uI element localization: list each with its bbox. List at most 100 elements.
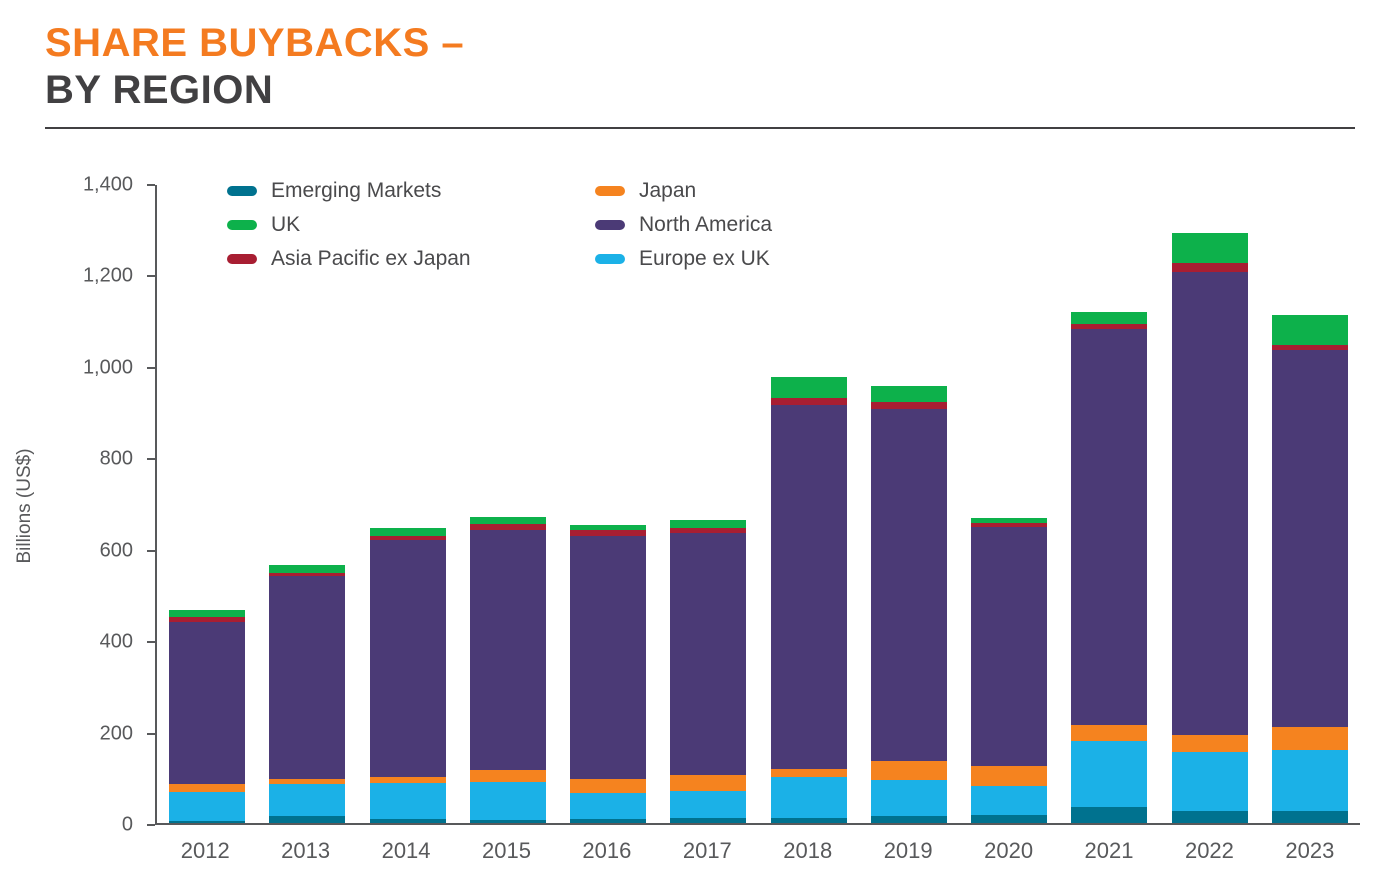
bar-segment-japan-2016 — [570, 779, 647, 793]
bar-segment-north-america-2017 — [670, 532, 747, 776]
bar-segment-japan-2022 — [1171, 734, 1248, 753]
bar-segment-europe-ex-uk-2016 — [570, 792, 647, 820]
bar-segment-uk-2013 — [269, 564, 346, 573]
bar-segment-europe-ex-uk-2023 — [1271, 749, 1348, 811]
legend-item-europe-ex-uk: Europe ex UK — [595, 247, 772, 270]
y-tick-label-400: 400 — [99, 630, 133, 653]
bars-container — [157, 185, 1360, 823]
bar-2014 — [369, 528, 446, 823]
bar-segment-north-america-2023 — [1271, 349, 1348, 728]
bar-segment-uk-2022 — [1171, 233, 1248, 264]
y-tick-label-600: 600 — [99, 539, 133, 562]
x-tick-label-2013: 2013 — [281, 838, 331, 863]
x-tick-label-2020: 2020 — [984, 838, 1034, 863]
bar-segment-asia-pacific-ex-japan-2014 — [369, 535, 446, 540]
bar-slot-2015 — [458, 185, 558, 823]
legend-label-uk: UK — [271, 213, 301, 237]
bar-segment-asia-pacific-ex-japan-2019 — [870, 402, 947, 410]
bar-segment-europe-ex-uk-2021 — [1071, 740, 1148, 807]
legend-marker-europe-ex-uk — [595, 253, 625, 264]
bar-segment-europe-ex-uk-2018 — [770, 777, 847, 818]
bar-segment-north-america-2014 — [369, 539, 446, 778]
bar-segment-north-america-2022 — [1171, 272, 1248, 735]
bar-segment-japan-2018 — [770, 769, 847, 778]
legend-marker-japan — [595, 185, 625, 196]
page-subtitle: BY REGION — [45, 67, 274, 112]
legend-item-north-america: North America — [595, 213, 772, 236]
page-title: SHARE BUYBACKS – — [45, 21, 465, 65]
y-tick-label-1-400: 1,400 — [82, 173, 133, 196]
bar-segment-north-america-2018 — [770, 404, 847, 770]
bar-slot-2018 — [759, 185, 859, 823]
bar-segment-uk-2020 — [971, 517, 1048, 524]
bar-segment-asia-pacific-ex-japan-2023 — [1271, 345, 1348, 350]
bar-2012 — [169, 610, 246, 823]
bar-segment-asia-pacific-ex-japan-2013 — [269, 572, 346, 577]
legend-label-japan: Japan — [639, 179, 697, 202]
bar-segment-japan-2023 — [1271, 727, 1348, 750]
bar-2020 — [971, 517, 1048, 823]
bar-segment-europe-ex-uk-2013 — [269, 784, 346, 817]
bar-segment-uk-2016 — [570, 524, 647, 531]
bar-segment-emerging-markets-2020 — [971, 815, 1048, 823]
legend-item-japan: Japan — [595, 179, 772, 202]
bar-slot-2023 — [1260, 185, 1360, 823]
bar-slot-2013 — [257, 185, 357, 823]
y-tick-mark — [147, 366, 155, 369]
legend-item-asia-pacific-ex-japan: Asia Pacific ex Japan — [227, 247, 595, 270]
bar-segment-uk-2014 — [369, 528, 446, 536]
x-tick-label-2023: 2023 — [1285, 838, 1335, 863]
x-tick-label-2015: 2015 — [482, 838, 531, 863]
bar-segment-asia-pacific-ex-japan-2021 — [1071, 323, 1148, 330]
bar-segment-japan-2021 — [1071, 724, 1148, 741]
y-tick-label-200: 200 — [99, 722, 133, 745]
bar-2022 — [1171, 233, 1248, 823]
legend-label-north-america: North America — [639, 213, 773, 237]
x-axis-labels: 2012 2013 2014 2015 2016 2017 2018 2019 2020 2021… — [155, 838, 1360, 864]
bar-segment-asia-pacific-ex-japan-2016 — [570, 530, 647, 536]
bar-segment-uk-2023 — [1271, 314, 1348, 346]
bar-segment-japan-2015 — [469, 769, 546, 783]
plot-area: Emerging Markets UK Asia Pacific ex Japan J… — [155, 179, 1360, 825]
bar-slot-2016 — [558, 185, 658, 823]
bar-segment-emerging-markets-2018 — [770, 817, 847, 823]
header-divider — [45, 127, 1355, 129]
bar-segment-emerging-markets-2016 — [570, 819, 647, 823]
bar-slot-2021 — [1059, 185, 1159, 823]
x-tick-label-2012: 2012 — [180, 838, 230, 863]
bar-segment-north-america-2020 — [971, 526, 1048, 766]
bar-segment-japan-2020 — [971, 765, 1048, 787]
bar-segment-emerging-markets-2023 — [1271, 810, 1348, 823]
bar-segment-asia-pacific-ex-japan-2022 — [1171, 263, 1248, 273]
bar-segment-japan-2012 — [169, 784, 246, 793]
bar-2016 — [570, 524, 647, 823]
bar-segment-emerging-markets-2013 — [269, 816, 346, 823]
bar-segment-north-america-2015 — [469, 530, 546, 770]
bar-segment-asia-pacific-ex-japan-2015 — [469, 523, 546, 531]
x-tick-label-2014: 2014 — [381, 838, 431, 863]
bar-segment-europe-ex-uk-2012 — [169, 792, 246, 821]
bar-segment-asia-pacific-ex-japan-2017 — [670, 528, 747, 533]
bar-segment-asia-pacific-ex-japan-2020 — [971, 523, 1048, 527]
bar-segment-europe-ex-uk-2015 — [469, 782, 546, 821]
bar-slot-2017 — [658, 185, 758, 823]
y-tick-label-800: 800 — [99, 447, 133, 470]
bar-segment-asia-pacific-ex-japan-2012 — [169, 617, 246, 622]
legend-marker-north-america — [595, 219, 625, 230]
bar-segment-uk-2019 — [870, 386, 947, 403]
legend-marker-asia-pacific-ex-japan — [227, 253, 257, 264]
y-tick-mark — [147, 458, 155, 461]
bar-segment-north-america-2012 — [169, 621, 246, 785]
bar-segment-uk-2018 — [770, 377, 847, 398]
x-tick-label-2019: 2019 — [883, 838, 933, 863]
bar-segment-japan-2017 — [670, 775, 747, 792]
bar-2015 — [469, 516, 546, 823]
y-axis-ticks: 0 200 400 600 800 1,000 1,200 1,400 — [0, 174, 155, 836]
y-tick-mark — [147, 732, 155, 735]
x-tick-label-2016: 2016 — [582, 838, 632, 863]
bar-segment-uk-2021 — [1071, 312, 1148, 324]
legend-label-europe-ex-uk: Europe ex UK — [639, 247, 770, 271]
bar-2023 — [1271, 314, 1348, 823]
bar-segment-europe-ex-uk-2014 — [369, 782, 446, 820]
